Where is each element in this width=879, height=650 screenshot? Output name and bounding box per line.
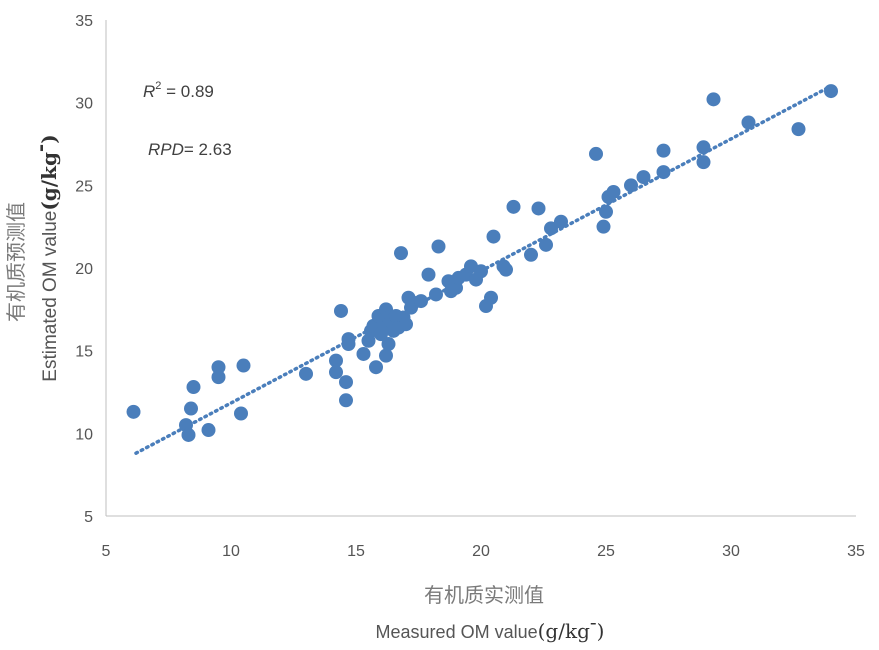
x-tick-label: 20 — [472, 543, 490, 560]
r2-value: = 0.89 — [161, 82, 213, 101]
y-axis-unit-sup: - — [28, 144, 52, 152]
data-point — [486, 229, 501, 244]
plot-area: 5 10 15 20 25 30 35 5 10 15 20 25 30 35 — [75, 13, 865, 560]
data-point — [636, 170, 651, 185]
y-tick-label: 15 — [75, 344, 93, 361]
y-axis-label-en: Estimated OM value — [40, 211, 61, 382]
data-point — [531, 201, 546, 216]
x-tick-label: 15 — [347, 543, 365, 560]
data-point — [554, 214, 568, 229]
x-tick-label: 30 — [722, 543, 740, 560]
data-point — [181, 427, 196, 442]
x-axis-unit-sup: - — [590, 610, 597, 634]
x-axis-unit: (g/kg — [538, 619, 590, 643]
x-axis-label-cn: 有机质实测值 — [424, 583, 544, 607]
data-point — [339, 375, 353, 390]
x-axis-unit-close: ) — [597, 619, 605, 643]
data-point — [414, 294, 428, 309]
data-point — [544, 221, 558, 236]
y-tick-label: 20 — [75, 261, 93, 278]
y-tick-labels: 5 10 15 20 25 30 35 — [75, 13, 93, 526]
x-tick-label: 35 — [847, 543, 865, 560]
data-point — [484, 290, 498, 305]
x-axis-label: 有机质实测值 Measured OM value(g/kg-) — [376, 583, 605, 643]
data-point — [499, 262, 513, 277]
data-point — [421, 267, 436, 282]
data-point — [329, 365, 343, 380]
x-tick-label: 5 — [102, 543, 111, 560]
r2-superscript: 2 — [155, 80, 161, 92]
data-point — [596, 219, 611, 234]
data-point — [211, 370, 226, 385]
data-point — [656, 143, 671, 158]
data-point — [431, 239, 446, 254]
data-point — [656, 165, 671, 180]
data-point — [539, 237, 553, 252]
data-point — [201, 423, 216, 438]
data-point — [379, 348, 393, 363]
x-tick-label: 10 — [222, 543, 240, 560]
data-point — [341, 332, 356, 347]
data-point — [334, 303, 348, 318]
stats-annotations: R2 = 0.89 RPD= 2.63 — [143, 80, 232, 159]
data-point — [234, 406, 248, 421]
data-point — [184, 401, 198, 416]
rpd-symbol: RPD — [148, 140, 184, 159]
rpd-annotation: RPD= 2.63 — [148, 140, 232, 159]
data-point — [394, 246, 408, 261]
data-point — [696, 155, 711, 170]
x-axis-label-en: Measured OM value — [376, 622, 538, 642]
data-point — [186, 380, 201, 395]
data-point — [236, 358, 251, 373]
y-axis-label-cn: 有机质预测值 — [4, 202, 28, 322]
y-tick-label: 30 — [75, 96, 93, 113]
data-point — [589, 146, 603, 161]
y-axis-label-en-line: Estimated OM value(g/kg-) — [28, 134, 61, 381]
data-point — [429, 287, 443, 302]
data-point — [524, 247, 538, 262]
data-point — [329, 353, 343, 368]
x-tick-labels: 5 10 15 20 25 30 35 — [102, 543, 865, 560]
data-point — [706, 92, 721, 107]
y-tick-label: 5 — [84, 509, 93, 526]
x-tick-label: 25 — [597, 543, 615, 560]
data-point — [791, 122, 806, 137]
r2-symbol: R — [143, 82, 155, 101]
data-point — [299, 366, 313, 381]
data-point — [381, 337, 396, 352]
data-point — [369, 360, 383, 375]
r2-annotation: R2 = 0.89 — [143, 80, 214, 101]
y-tick-label: 25 — [75, 178, 93, 195]
data-point — [339, 393, 353, 408]
data-point — [624, 178, 638, 193]
rpd-value: = 2.63 — [184, 140, 232, 159]
x-axis-label-en-line: Measured OM value(g/kg-) — [376, 610, 605, 643]
data-point — [741, 115, 756, 130]
data-point — [506, 199, 521, 214]
data-point — [211, 360, 226, 375]
data-point — [606, 184, 621, 199]
y-axis-label: 有机质预测值 Estimated OM value(g/kg-) — [4, 134, 61, 381]
y-tick-label: 35 — [75, 13, 93, 30]
data-points — [126, 84, 838, 442]
data-point — [696, 140, 711, 155]
y-axis-unit-close: ) — [37, 134, 61, 143]
data-point — [824, 84, 838, 99]
data-point — [356, 346, 371, 361]
data-point — [474, 264, 488, 279]
data-point — [126, 404, 141, 419]
data-point — [599, 204, 613, 219]
y-axis-unit: (g/kg — [37, 152, 61, 211]
data-point — [399, 317, 413, 332]
y-tick-label: 10 — [75, 426, 93, 443]
